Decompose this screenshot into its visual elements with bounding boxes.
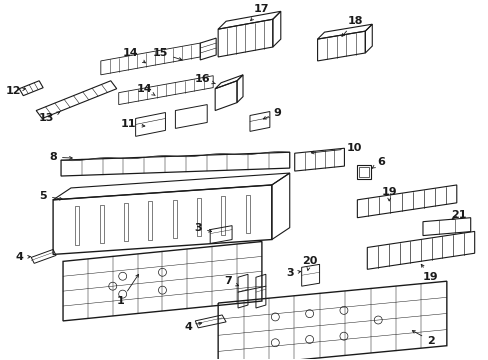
Text: 19: 19 (420, 264, 438, 282)
Text: 12: 12 (5, 86, 25, 96)
Text: 20: 20 (301, 256, 317, 270)
Text: 3: 3 (194, 222, 211, 233)
Text: 13: 13 (39, 112, 60, 123)
Text: 21: 21 (450, 210, 466, 220)
Text: 11: 11 (121, 120, 144, 130)
Text: 1: 1 (117, 274, 138, 306)
Text: 6: 6 (371, 157, 385, 168)
Text: 17: 17 (250, 4, 269, 21)
Text: 5: 5 (39, 191, 62, 201)
Text: 8: 8 (49, 152, 72, 162)
Text: 15: 15 (152, 48, 182, 60)
Text: 16: 16 (194, 74, 215, 84)
Text: 10: 10 (311, 143, 361, 154)
Text: 14: 14 (122, 48, 145, 63)
Text: 2: 2 (411, 330, 434, 346)
Text: 14: 14 (137, 84, 155, 95)
Text: 3: 3 (285, 268, 300, 278)
Text: 4: 4 (184, 322, 201, 332)
Text: 4: 4 (15, 252, 30, 262)
Text: 7: 7 (224, 276, 238, 286)
Text: 18: 18 (341, 16, 363, 36)
Text: 19: 19 (381, 187, 396, 201)
Text: 9: 9 (263, 108, 281, 119)
